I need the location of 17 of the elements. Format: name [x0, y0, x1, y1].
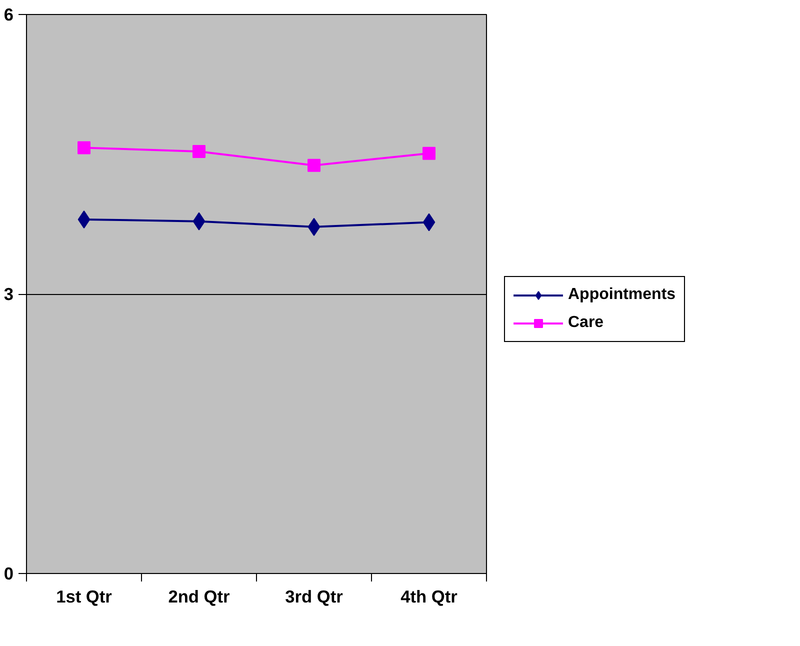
- point: [78, 141, 90, 154]
- x-tick-label: 4th Qtr: [400, 586, 458, 606]
- legend-label: Appointments: [568, 286, 676, 304]
- x-tick-label: 3rd Qtr: [285, 586, 344, 606]
- y-tick-label: 3: [4, 284, 14, 304]
- y-tick-label: 6: [4, 4, 14, 24]
- point: [422, 146, 436, 160]
- point: [422, 213, 436, 232]
- point: [308, 218, 320, 236]
- point: [308, 158, 320, 172]
- point: [192, 144, 206, 158]
- point: [78, 210, 90, 228]
- legend-label: Care: [568, 314, 604, 332]
- x-tick-label: 2nd Qtr: [168, 586, 230, 606]
- point: [192, 212, 206, 230]
- x-tick-label: 1st Qtr: [56, 586, 112, 606]
- y-tick-label: 0: [4, 564, 14, 584]
